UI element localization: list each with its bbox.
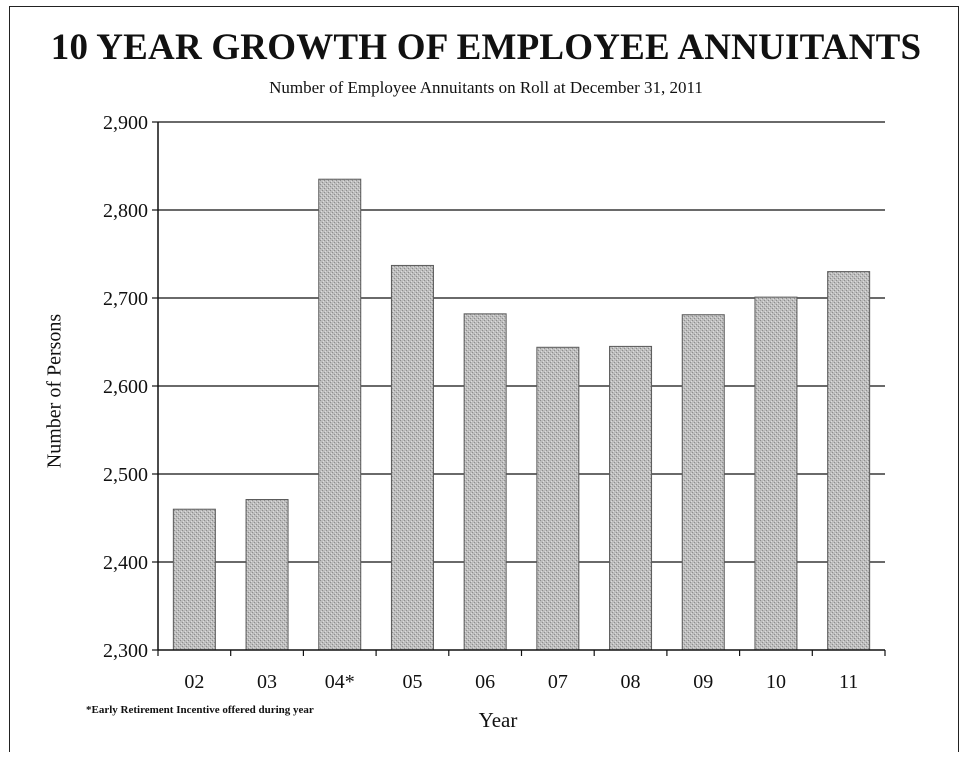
bar <box>245 499 289 651</box>
x-axis-label: Year <box>478 708 518 732</box>
bar <box>536 346 580 651</box>
bar <box>609 345 653 651</box>
x-tick-labels: 02 03 04* 05 06 07 08 09 10 11 <box>184 671 858 693</box>
x-tick-label: 11 <box>839 671 858 693</box>
bar <box>172 508 216 651</box>
x-tick-label: 08 <box>621 671 641 693</box>
bar <box>463 313 507 651</box>
y-tick-label: 2,800 <box>103 200 148 222</box>
x-tick-label: 09 <box>693 671 713 693</box>
y-tick-label: 2,400 <box>103 552 148 574</box>
y-tick-label: 2,300 <box>103 640 148 662</box>
x-tick-label: 03 <box>257 671 277 693</box>
y-tick-label: 2,500 <box>103 464 148 486</box>
x-tick-label: 04* <box>325 671 355 693</box>
bar <box>754 296 798 651</box>
y-tick-label: 2,600 <box>103 376 148 398</box>
x-tick-label: 06 <box>475 671 495 693</box>
x-tick-label: 07 <box>548 671 568 693</box>
x-tick-label: 02 <box>184 671 204 693</box>
bars <box>172 178 871 651</box>
y-tick-label: 2,700 <box>103 288 148 310</box>
x-tick-label: 05 <box>402 671 422 693</box>
y-tick-label: 2,900 <box>103 112 148 134</box>
chart-frame <box>9 6 959 752</box>
axes <box>152 121 886 656</box>
bar <box>390 264 434 651</box>
y-tick-labels: 2,300 2,400 2,500 2,600 2,700 2,800 2,900 <box>103 112 148 662</box>
bar <box>681 314 725 651</box>
x-tick-label: 10 <box>766 671 786 693</box>
footnote: *Early Retirement Incentive offered duri… <box>86 704 314 716</box>
chart-title: 10 YEAR GROWTH OF EMPLOYEE ANNUITANTS <box>50 27 922 68</box>
bar <box>318 178 362 651</box>
chart-subtitle: Number of Employee Annuitants on Roll at… <box>269 78 703 97</box>
bar <box>827 271 871 651</box>
